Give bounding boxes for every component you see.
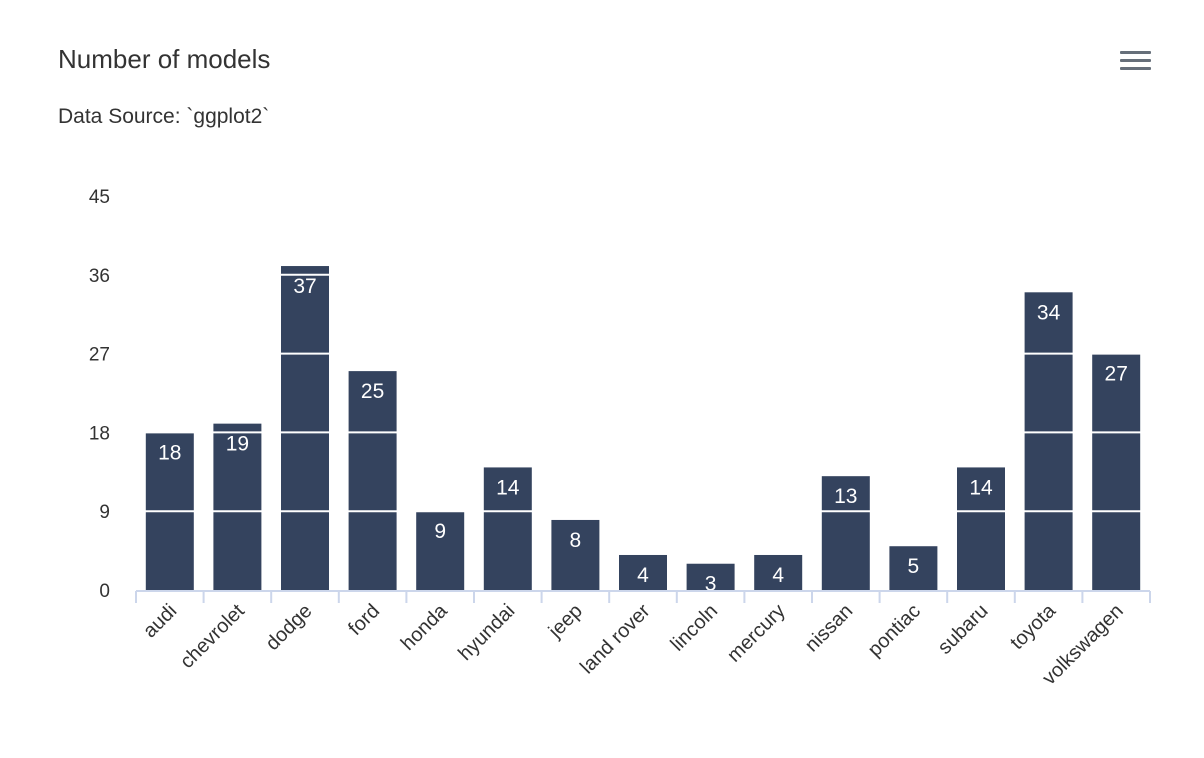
x-tick-label: land rover bbox=[576, 600, 655, 679]
bar[interactable] bbox=[957, 467, 1005, 590]
bar[interactable] bbox=[889, 546, 938, 590]
x-tick-label: subaru bbox=[934, 600, 993, 659]
data-label: 4 bbox=[637, 564, 649, 587]
data-label: 25 bbox=[361, 380, 384, 403]
x-tick-label: mercury bbox=[723, 600, 790, 667]
bar[interactable] bbox=[213, 423, 262, 590]
data-label: 9 bbox=[434, 520, 446, 543]
x-tick-label: audi bbox=[139, 600, 181, 642]
bar[interactable] bbox=[281, 266, 329, 590]
x-tick-label: ford bbox=[344, 600, 384, 640]
data-label: 5 bbox=[908, 555, 920, 578]
x-tick-label: pontiac bbox=[864, 600, 925, 661]
x-tick-label: chevrolet bbox=[176, 600, 249, 673]
data-label: 37 bbox=[293, 275, 316, 298]
x-tick-label: jeep bbox=[544, 600, 587, 643]
chart-title: Number of models bbox=[58, 44, 271, 74]
data-label: 14 bbox=[969, 476, 993, 499]
data-label: 13 bbox=[834, 485, 857, 508]
bar[interactable] bbox=[619, 554, 667, 590]
y-tick-label: 9 bbox=[99, 502, 110, 523]
bar[interactable] bbox=[551, 519, 600, 590]
menu-line bbox=[1120, 51, 1151, 54]
bar[interactable] bbox=[1024, 292, 1073, 590]
chart-subtitle: Data Source: `ggplot2` bbox=[58, 105, 270, 128]
y-tick-label: 0 bbox=[99, 581, 110, 602]
bar[interactable] bbox=[754, 554, 803, 590]
hamburger-menu-icon[interactable] bbox=[1114, 44, 1156, 78]
data-label: 4 bbox=[772, 564, 784, 587]
x-tick-label: toyota bbox=[1006, 599, 1061, 654]
x-tick-label: nissan bbox=[801, 600, 857, 656]
x-tick-label: lincoln bbox=[666, 600, 722, 656]
gridlines bbox=[136, 195, 1150, 513]
data-label: 27 bbox=[1105, 363, 1128, 386]
data-label: 34 bbox=[1037, 301, 1061, 324]
bar-series bbox=[145, 266, 1141, 590]
data-label: 14 bbox=[496, 476, 520, 499]
data-label: 19 bbox=[226, 433, 249, 456]
bar[interactable] bbox=[686, 563, 735, 590]
y-axis: 0 9 18 27 36 45 bbox=[89, 187, 110, 602]
menu-line bbox=[1120, 67, 1151, 70]
y-tick-label: 45 bbox=[89, 187, 110, 208]
y-tick-label: 18 bbox=[89, 423, 110, 444]
data-label: 8 bbox=[570, 529, 582, 552]
y-tick-label: 27 bbox=[89, 345, 110, 366]
bar[interactable] bbox=[416, 511, 465, 590]
data-label: 18 bbox=[158, 441, 181, 464]
bar[interactable] bbox=[1092, 353, 1141, 590]
x-tick-label: honda bbox=[397, 599, 453, 655]
bar[interactable] bbox=[483, 467, 532, 590]
menu-line bbox=[1120, 59, 1151, 62]
x-tick-label: hyundai bbox=[454, 600, 519, 665]
x-tick-label: dodge bbox=[262, 600, 317, 655]
bar[interactable] bbox=[348, 371, 397, 590]
data-label: 3 bbox=[705, 573, 717, 596]
bar[interactable] bbox=[821, 476, 870, 590]
y-tick-label: 36 bbox=[89, 266, 110, 287]
